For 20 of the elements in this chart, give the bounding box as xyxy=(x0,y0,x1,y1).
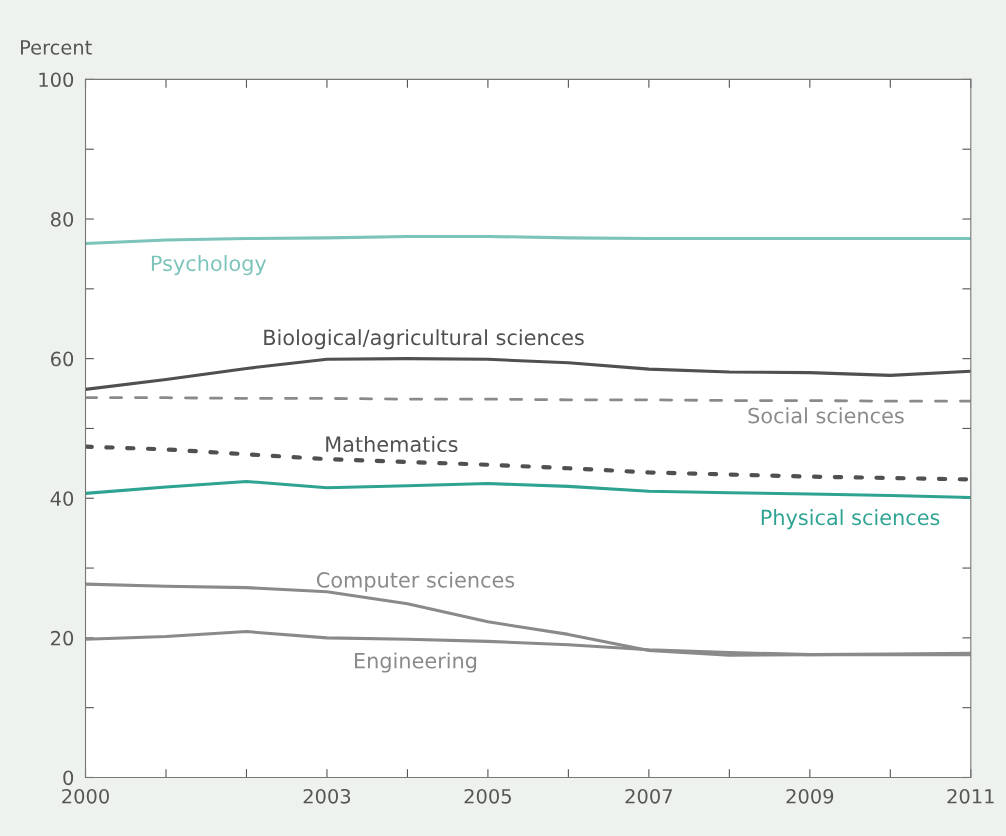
y-tick-label: 0 xyxy=(63,770,74,786)
y-tick-label: 100 xyxy=(39,72,74,88)
y-tick-label: 40 xyxy=(50,491,74,506)
series-label: Engineering xyxy=(355,652,477,673)
series-label: Mathematics xyxy=(326,435,458,453)
series-label: Physical sciences xyxy=(761,509,940,530)
x-tick-label: 2005 xyxy=(464,788,511,804)
series-label: Psychology xyxy=(151,255,267,276)
x-tick-label: 2011 xyxy=(947,788,994,804)
y-tick-label: 20 xyxy=(51,630,74,646)
y-tick-label: 80 xyxy=(50,211,74,227)
x-tick-label: 2007 xyxy=(625,788,672,804)
series-label: Social sciences xyxy=(748,407,904,424)
x-tick-label: 2009 xyxy=(786,788,834,804)
x-tick-label: 2000 xyxy=(62,788,109,804)
series-label: Biological/agricultural sciences xyxy=(264,329,584,350)
x-tick-label: 2003 xyxy=(303,788,351,804)
y-tick-label: 60 xyxy=(51,351,74,367)
series-label: Computer sciences xyxy=(316,571,515,592)
y-axis-title: Percent xyxy=(21,40,92,55)
